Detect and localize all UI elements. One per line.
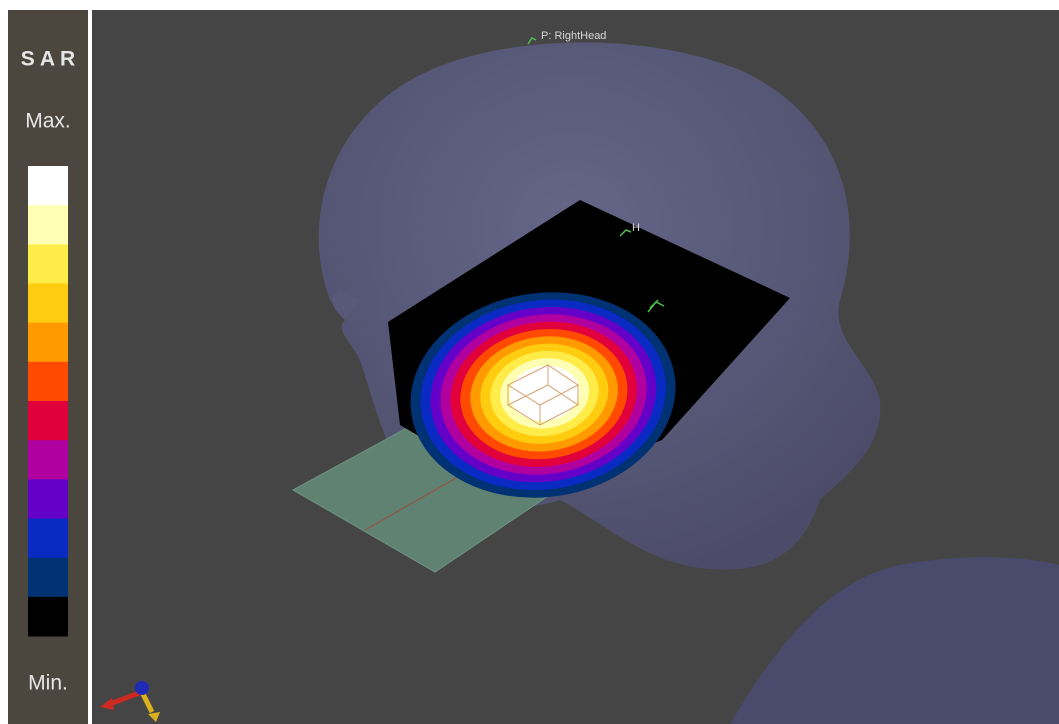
axes-gizmo: [100, 681, 160, 722]
colorbar-segment: [28, 557, 68, 598]
colorbar-segment: [28, 440, 68, 480]
colorbar: [28, 166, 68, 637]
probe-label: P: RightHead: [541, 30, 606, 42]
peak-cube: [506, 364, 579, 426]
colorbar-segment: [28, 361, 68, 402]
colorbar-segment: [28, 479, 68, 519]
colorbar-segment: [28, 283, 68, 324]
colorbar-segment: [28, 518, 68, 559]
h-marker: [619, 229, 632, 237]
colorbar-segment: [28, 401, 68, 441]
legend-min: Min.: [28, 672, 68, 695]
colorbar-segment: [28, 244, 68, 284]
marker: [647, 299, 665, 313]
probe-marker: [527, 37, 537, 45]
phone-line: [364, 469, 471, 531]
sar-contour: [510, 365, 580, 421]
colorbar-segment: [28, 205, 68, 245]
legend-title: S A R: [21, 48, 75, 71]
colorbar-segment: [28, 166, 68, 206]
colorbar-segment: [28, 322, 68, 363]
colorbar-segment: [28, 596, 68, 637]
legend-max: Max.: [25, 110, 71, 133]
h-label: H: [632, 222, 640, 234]
sar-distribution: [410, 292, 676, 498]
shoulder: [730, 557, 1059, 724]
